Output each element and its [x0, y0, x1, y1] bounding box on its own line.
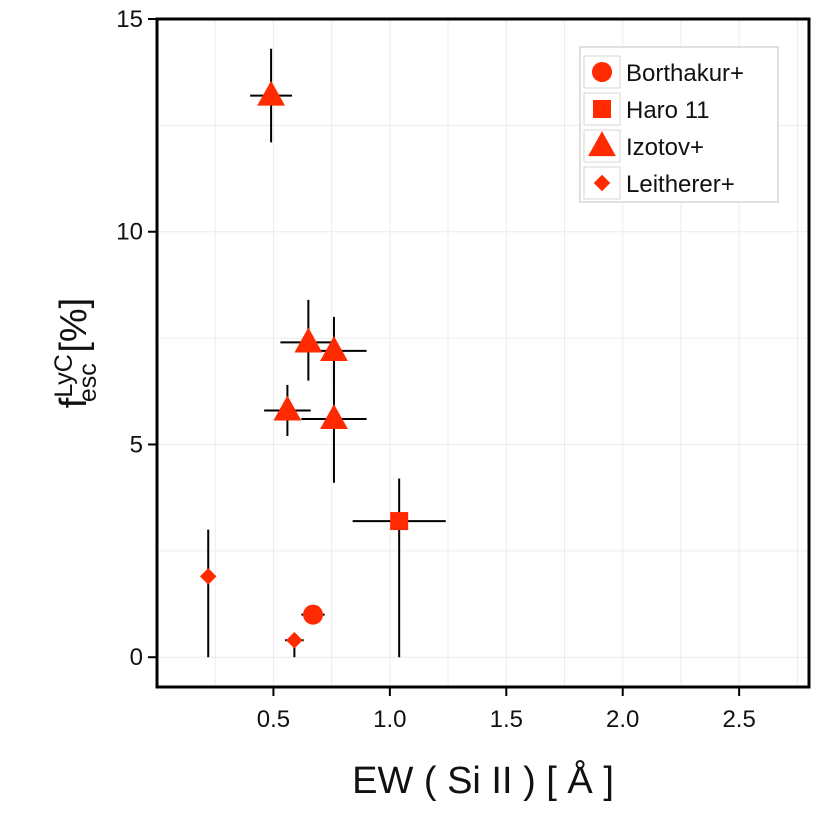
y-axis-title-sup: LyC — [50, 354, 78, 398]
data-point-borthakur — [303, 604, 324, 625]
legend: Borthakur+ Haro 11 Izotov+ Leitherer+ — [579, 46, 779, 203]
x-tick-label: 0.5 — [257, 706, 290, 733]
x-axis-title: EW ( Si II ) [ Å ] — [352, 758, 614, 802]
y-axis-title-sub: esc — [74, 363, 102, 402]
x-tick-label: 2.0 — [606, 706, 639, 733]
data-markers — [199, 80, 409, 649]
legend-label-izotov: Izotov+ — [626, 134, 704, 161]
legend-marker-borthakur — [592, 62, 612, 82]
y-tick-label: 5 — [130, 431, 143, 458]
legend-label-borthakur: Borthakur+ — [626, 60, 744, 87]
legend-marker-izotov — [588, 131, 616, 157]
y-tick-label: 15 — [116, 6, 143, 33]
y-axis-title-unit: [%] — [53, 298, 95, 363]
data-point-leitherer — [199, 568, 217, 585]
svg-text:fLyCesc [%]: fLyCesc [%] — [50, 298, 102, 408]
x-tick-label: 1.0 — [373, 706, 406, 733]
legend-marker-leitherer — [593, 174, 611, 192]
legend-marker-haro-11 — [593, 100, 611, 118]
x-tick-label: 2.5 — [722, 706, 755, 733]
y-axis-title-base: f — [53, 397, 95, 408]
y-axis-title: fLyCesc [%] — [50, 298, 102, 408]
data-point-haro-11 — [390, 512, 409, 531]
data-point-izotov — [320, 404, 348, 430]
data-point-izotov — [273, 395, 302, 421]
plot-frame — [155, 17, 811, 689]
data-point-izotov — [320, 335, 348, 361]
data-point-izotov — [294, 327, 323, 353]
y-tick-label: 10 — [116, 219, 143, 246]
y-tick-label: 0 — [130, 644, 143, 671]
axis-ticks: 0.5 1.0 1.5 2.0 2.5 0 5 10 15 — [116, 6, 756, 733]
data-point-izotov — [257, 80, 286, 106]
legend-label-haro-11: Haro 11 — [626, 97, 710, 124]
legend-label-leitherer: Leitherer+ — [626, 171, 735, 198]
data-point-leitherer — [286, 631, 303, 649]
x-tick-label: 1.5 — [490, 706, 523, 733]
